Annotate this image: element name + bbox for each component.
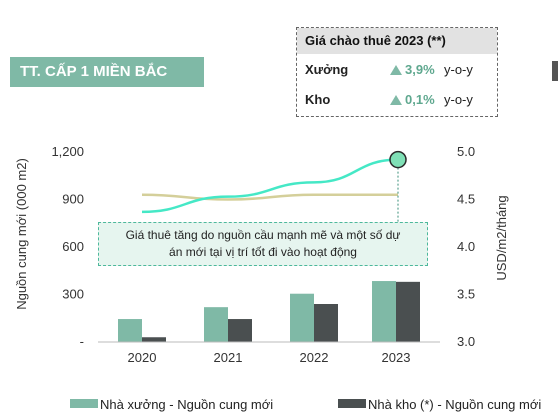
y-right-tick-label: 3.0: [457, 334, 475, 349]
bar-factory-supply: [118, 319, 142, 342]
legend-swatch-factory: [70, 399, 98, 408]
y-left-tick-label: -: [80, 334, 84, 349]
y-right-axis-title: USD/m2/tháng: [494, 195, 509, 280]
bar-warehouse-supply: [228, 319, 252, 342]
point-factory-rent-2023: [389, 150, 407, 169]
edge-decoration: [552, 61, 558, 81]
rent-row-value: 0,1%: [405, 92, 435, 107]
y-left-tick-label: 600: [62, 239, 84, 254]
line-factory-rent: [141, 158, 399, 214]
legend-item-warehouse: Nhà kho (*) - Nguồn cung mới: [338, 397, 541, 413]
rent-row-factory: Xưởng 3,9% y-o-y: [297, 54, 497, 84]
chart-annotation-note: Giá thuê tăng do nguồn cầu mạnh mẽ và mộ…: [98, 222, 428, 266]
rent-row-suffix: y-o-y: [444, 92, 473, 107]
rent-price-box: Giá chào thuê 2023 (**) Xưởng 3,9% y-o-y…: [296, 27, 498, 117]
x-tick-label: 2020: [128, 350, 157, 365]
bar-warehouse-supply: [396, 281, 420, 342]
bar-factory-supply: [372, 281, 396, 342]
x-tick-label: 2023: [382, 350, 411, 365]
bar-warehouse-supply: [314, 304, 338, 342]
y-right-tick-label: 4.5: [457, 192, 475, 207]
bar-factory-supply: [204, 307, 228, 342]
legend-item-factory: Nhà xưởng - Nguồn cung mới: [70, 397, 273, 413]
bar-warehouse-supply: [142, 337, 166, 342]
rent-row-value: 3,9%: [405, 62, 435, 77]
line-warehouse-rent: [141, 193, 398, 201]
y-left-tick-label: 300: [62, 287, 84, 302]
y-right-tick-label: 5.0: [457, 144, 475, 159]
y-left-axis-title: Nguồn cung mới (000 m2): [14, 158, 29, 310]
y-left-tick-label: 900: [62, 192, 84, 207]
rent-row-warehouse: Kho 0,1% y-o-y: [297, 84, 497, 114]
y-right-tick-label: 4.0: [457, 239, 475, 254]
y-right-tick-label: 3.5: [457, 287, 475, 302]
bar-factory-supply: [290, 293, 314, 342]
legend-swatch-warehouse: [338, 399, 366, 408]
legend-label-warehouse: Nhà kho (*) - Nguồn cung mới: [368, 397, 542, 412]
up-triangle-icon: [390, 65, 402, 75]
rent-price-title: Giá chào thuê 2023 (**): [297, 28, 497, 54]
x-tick-label: 2022: [300, 350, 329, 365]
rent-row-label: Xưởng: [305, 62, 349, 77]
rent-row-suffix: y-o-y: [444, 62, 473, 77]
note-line-1: Giá thuê tăng do nguồn cầu mạnh mẽ và mộ…: [125, 228, 401, 242]
up-triangle-icon: [390, 95, 402, 105]
x-tick-label: 2021: [214, 350, 243, 365]
section-title-badge: TT. CẤP 1 MIỀN BẮC: [10, 57, 204, 87]
rent-row-label: Kho: [305, 92, 331, 107]
note-line-2: án mới tại vị trí tốt đi vào hoạt động: [169, 245, 357, 259]
legend-label-factory: Nhà xưởng - Nguồn cung mới: [100, 397, 274, 412]
y-left-tick-label: 1,200: [51, 144, 84, 159]
